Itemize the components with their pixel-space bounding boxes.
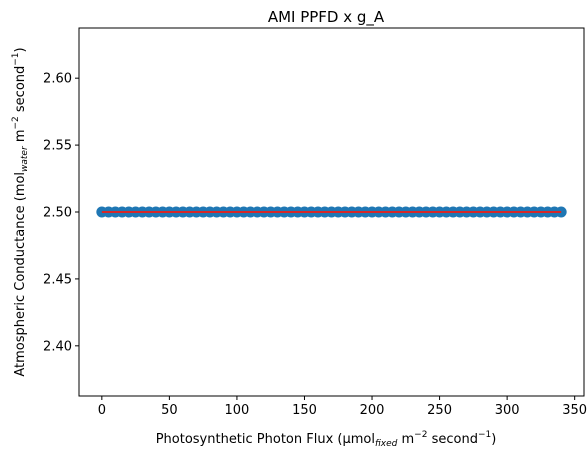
y-tick-label: 2.60	[43, 72, 72, 87]
y-tick-label: 2.50	[43, 206, 72, 221]
y-tick-label: 2.45	[43, 272, 72, 287]
chart-title: AMI PPFD x g_A	[268, 8, 385, 27]
x-tick-label: 250	[427, 403, 452, 418]
x-tick-label: 100	[225, 403, 250, 418]
x-tick-label: 350	[562, 403, 587, 418]
x-tick-label: 300	[495, 403, 520, 418]
x-axis-label: Photosynthetic Photon Flux (μmolfixed m−…	[156, 430, 497, 449]
x-tick-label: 200	[360, 403, 385, 418]
y-ticks: 2.40 2.45 2.50 2.55 2.60	[43, 72, 79, 354]
y-tick-label: 2.40	[43, 339, 72, 354]
x-tick-label: 0	[98, 403, 106, 418]
y-axis-label: Atmospheric Conductance (molwater m−2 se…	[11, 47, 30, 376]
x-ticks: 0 50 100 150 200 250 300 350	[98, 396, 587, 418]
y-tick-label: 2.55	[43, 139, 72, 154]
x-tick-label: 150	[292, 403, 317, 418]
x-tick-label: 50	[161, 403, 178, 418]
